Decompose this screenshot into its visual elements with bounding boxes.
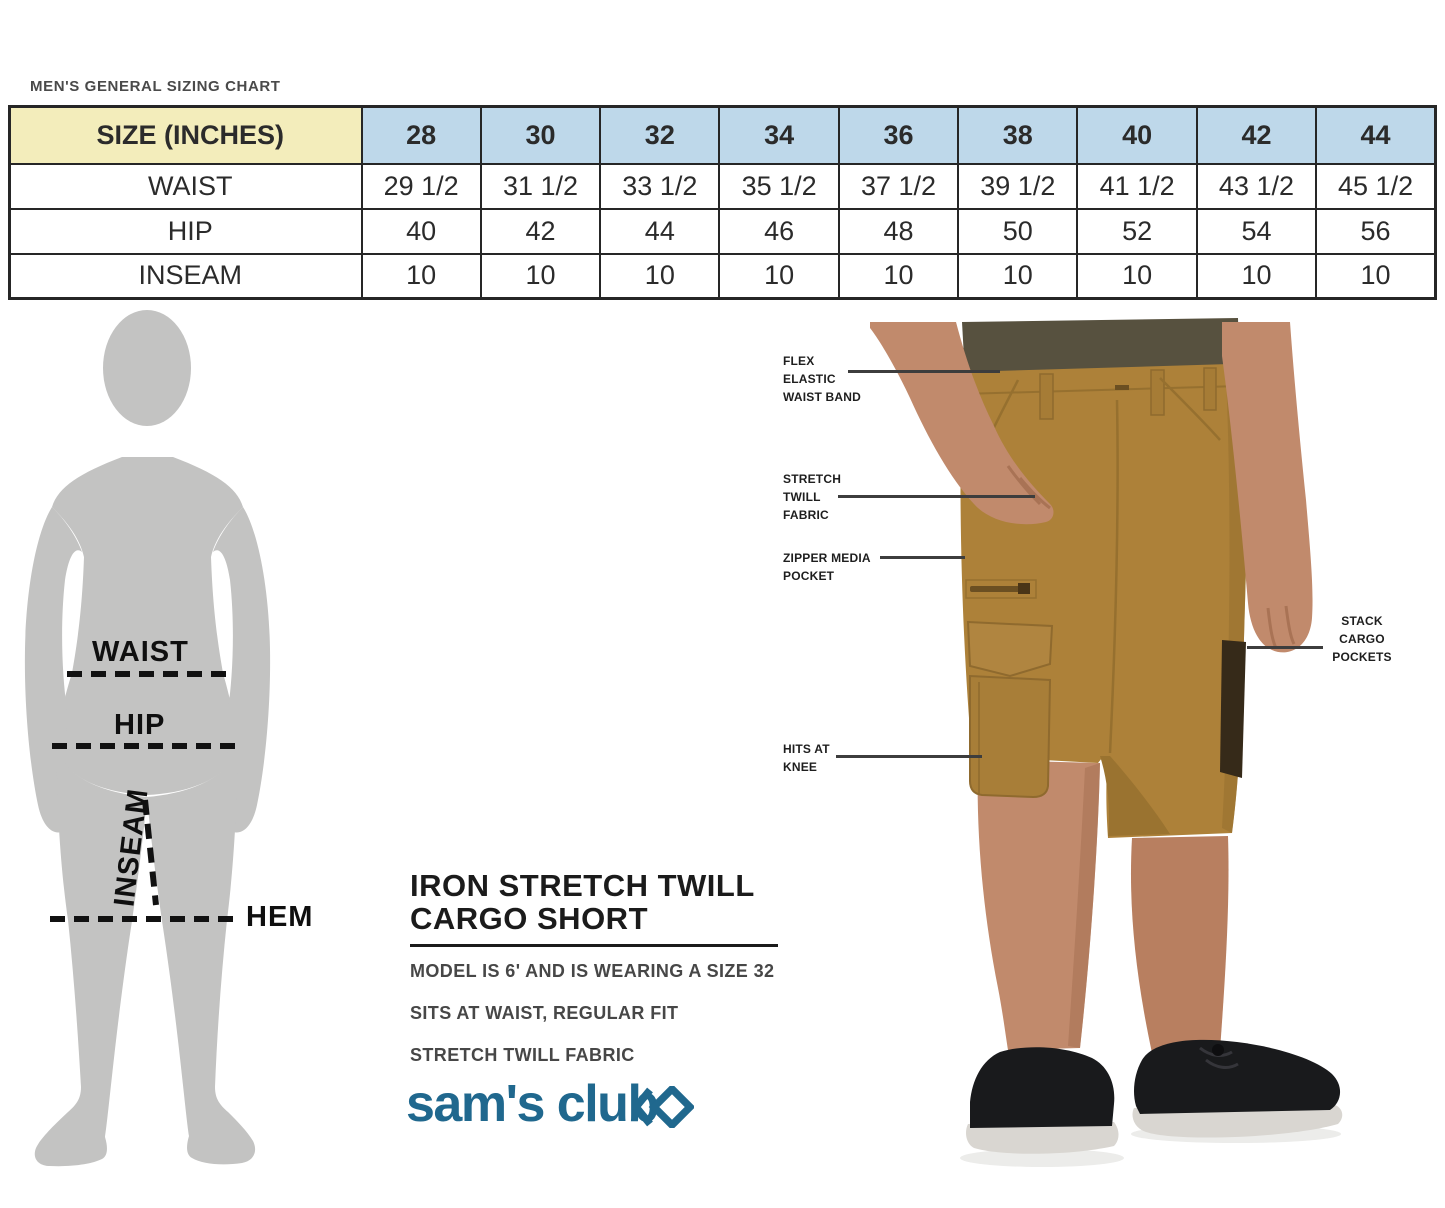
table-row-hip: HIP 40 42 44 46 48 50 52 54 56 — [8, 207, 1437, 255]
hip-value: 48 — [837, 207, 960, 255]
brand-diamond-icon — [634, 1086, 694, 1128]
callout-line-zipper-pocket — [880, 556, 965, 559]
title-underline — [410, 944, 778, 947]
zipper-media-pocket — [965, 579, 1037, 599]
waist-value: 33 1/2 — [599, 162, 721, 210]
callout-stretch-twill-fabric: STRETCH TWILL FABRIC — [783, 472, 842, 522]
row-label: WAIST — [8, 162, 363, 210]
inseam-value: 10 — [718, 252, 840, 300]
hip-value: 44 — [599, 207, 721, 255]
callout-zipper-media-pocket: ZIPPER MEDIA POCKET — [783, 551, 871, 583]
measurement-figure — [10, 305, 340, 1175]
left-shoe — [966, 1047, 1119, 1154]
waist-value: 39 1/2 — [957, 162, 1079, 210]
inseam-value: 10 — [360, 252, 482, 300]
inseam-measure-line — [142, 799, 159, 906]
hem-label: HEM — [246, 901, 314, 933]
hip-value: 54 — [1195, 207, 1318, 255]
inseam-value: 10 — [837, 252, 960, 300]
fly-seam — [1108, 399, 1119, 754]
size-chart-table: SIZE (INCHES) 28 30 32 34 36 38 40 42 44… — [8, 105, 1437, 300]
hip-value: 52 — [1076, 207, 1198, 255]
product-title: IRON STRETCH TWILL CARGO SHORT — [410, 868, 755, 936]
waist-value: 45 1/2 — [1315, 162, 1437, 210]
brand-wordmark: sam's club — [406, 1075, 659, 1133]
inseam-value: 10 — [479, 252, 602, 300]
fit-note: SITS AT WAIST, REGULAR FIT — [410, 1003, 679, 1023]
waist-value: 35 1/2 — [718, 162, 840, 210]
inseam-value: 10 — [1315, 252, 1437, 300]
size-col-header: 32 — [599, 105, 721, 165]
size-col-header: 44 — [1315, 105, 1437, 165]
hip-label: HIP — [114, 709, 166, 741]
callout-flex-elastic-waist-band: FLEX ELASTIC WAIST BAND — [783, 354, 861, 404]
row-label: INSEAM — [8, 252, 363, 300]
stack-cargo-pocket — [1220, 640, 1246, 778]
waist-value: 41 1/2 — [1076, 162, 1198, 210]
waist-value: 29 1/2 — [360, 162, 482, 210]
inseam-value: 10 — [599, 252, 721, 300]
waist-label: WAIST — [92, 636, 189, 668]
chart-title: MEN'S GENERAL SIZING CHART — [30, 78, 281, 95]
front-leg — [977, 760, 1100, 1050]
right-arm — [1222, 322, 1313, 653]
hip-value: 56 — [1315, 207, 1437, 255]
table-row-inseam: INSEAM 10 10 10 10 10 10 10 10 10 — [8, 252, 1437, 300]
size-col-header: 36 — [837, 105, 960, 165]
belt-loops — [1039, 367, 1217, 420]
silhouette-right-arm — [213, 507, 271, 833]
inseam-value: 10 — [1195, 252, 1318, 300]
inseam-value: 10 — [957, 252, 1079, 300]
callout-line-stretch-fabric — [838, 495, 1035, 498]
table-row-waist: WAIST 29 1/2 31 1/2 33 1/2 35 1/2 37 1/2… — [8, 162, 1437, 210]
silhouette-right-leg — [147, 743, 256, 1165]
callout-hits-at-knee: HITS AT KNEE — [783, 742, 830, 774]
callout-stack-cargo-pockets: STACK CARGO POCKETS — [1332, 614, 1392, 664]
hip-value: 42 — [479, 207, 602, 255]
callout-line-flex-waistband — [848, 370, 1000, 373]
size-col-header: 42 — [1195, 105, 1318, 165]
back-leg — [1130, 836, 1229, 1053]
waist-value: 43 1/2 — [1195, 162, 1318, 210]
product-photo — [870, 308, 1445, 1208]
size-col-header: 28 — [360, 105, 482, 165]
size-header-label: SIZE (INCHES) — [8, 105, 363, 165]
body-silhouette — [24, 310, 271, 1167]
silhouette-left-arm — [24, 507, 82, 833]
model-note: MODEL IS 6' AND IS WEARING A SIZE 32 — [410, 961, 775, 981]
silhouette-head — [103, 310, 191, 426]
row-label: HIP — [8, 207, 363, 255]
hip-value: 46 — [718, 207, 840, 255]
size-col-header: 30 — [479, 105, 602, 165]
silhouette-torso — [52, 457, 243, 795]
inseam-value: 10 — [1076, 252, 1198, 300]
size-col-header: 40 — [1076, 105, 1198, 165]
callout-line-hits-at-knee — [836, 755, 982, 758]
fabric-note: STRETCH TWILL FABRIC — [410, 1045, 635, 1065]
callout-line-stack-pockets — [1247, 646, 1323, 649]
waist-value: 37 1/2 — [837, 162, 960, 210]
waist-value: 31 1/2 — [479, 162, 602, 210]
cargo-pocket — [966, 620, 1054, 799]
hip-value: 40 — [360, 207, 482, 255]
hip-value: 50 — [957, 207, 1079, 255]
table-header-row: SIZE (INCHES) 28 30 32 34 36 38 40 42 44 — [8, 105, 1437, 165]
size-col-header: 38 — [957, 105, 1079, 165]
model-photo-illustration — [870, 318, 1343, 1167]
waist-button — [1115, 385, 1129, 390]
silhouette-left-leg — [34, 743, 147, 1167]
size-col-header: 34 — [718, 105, 840, 165]
right-shoe — [1132, 1039, 1343, 1138]
